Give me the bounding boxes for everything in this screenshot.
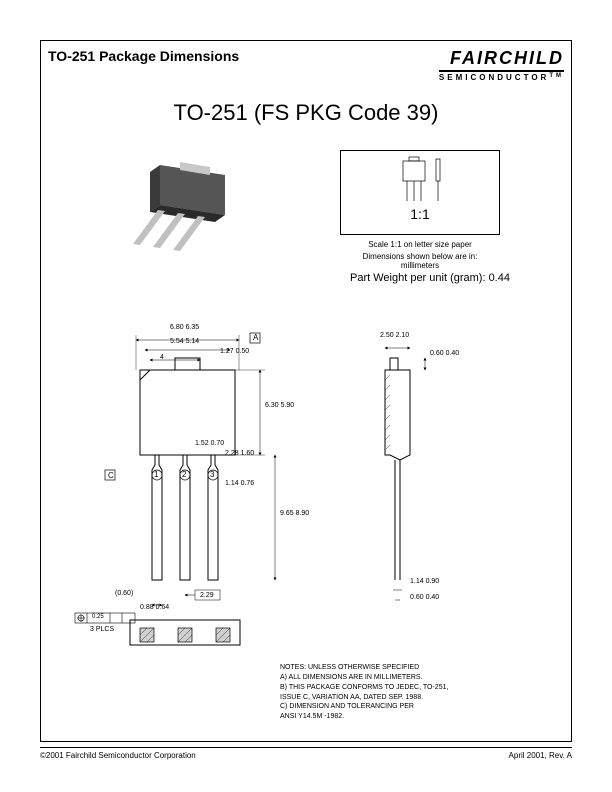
- datum-c: C: [108, 472, 114, 481]
- dim-side-lead: 1.14 0.90: [410, 578, 439, 586]
- drawing-area: 6.80 6.35 5.54 5.14 4 1.27 0.50 6.30 5.9…: [60, 300, 552, 672]
- logo-sub: SEMICONDUCTORTM: [439, 73, 564, 82]
- logo-main: FAIRCHILD: [439, 48, 564, 72]
- main-title: TO-251 (FS PKG Code 39): [0, 100, 612, 126]
- logo-sub-text: SEMICONDUCTOR: [439, 73, 549, 82]
- footer-left: ©2001 Fairchild Semiconductor Corporatio…: [40, 751, 196, 760]
- dim-width1: 6.80 6.35: [170, 324, 199, 332]
- scale-box: 1:1: [340, 150, 500, 235]
- logo: FAIRCHILD SEMICONDUCTORTM: [439, 48, 564, 82]
- dim-leadgap: 1.52 0.70: [195, 440, 224, 448]
- package-photo: [110, 150, 250, 260]
- dim-width2: 5.54 5.14: [170, 338, 199, 346]
- notes-a: A) ALL DIMENSIONS ARE IN MILLIMETERS.: [280, 673, 448, 683]
- dim-pitch: 2.29: [200, 592, 214, 600]
- dim-width3: 4: [160, 354, 164, 362]
- plcs: 3 PLCS: [90, 626, 114, 634]
- pin1: 1: [154, 471, 158, 480]
- notes-header: NOTES: UNLESS OTHERWISE SPECIFIED: [280, 663, 448, 673]
- pin2: 2: [182, 471, 186, 480]
- datum-a: A: [253, 334, 258, 343]
- footer-right: April 2001, Rev. A: [509, 751, 572, 760]
- scale-caption: Scale 1:1 on letter size paper: [340, 240, 500, 249]
- notes: NOTES: UNLESS OTHERWISE SPECIFIED A) ALL…: [280, 663, 448, 722]
- dim-offset: (0.60): [115, 590, 133, 598]
- notes-b: B) THIS PACKAGE CONFORMS TO JEDEC, TO-25…: [280, 683, 448, 703]
- header: TO-251 Package Dimensions FAIRCHILD SEMI…: [48, 48, 564, 82]
- header-title: TO-251 Package Dimensions: [48, 48, 239, 64]
- scale-caption2: Dimensions shown below are in: millimete…: [340, 252, 500, 270]
- scale-ratio: 1:1: [341, 206, 499, 222]
- notes-c: C) DIMENSION AND TOLERANCING PER ANSI Y1…: [280, 702, 448, 722]
- gdt-val: 0.25: [92, 614, 104, 621]
- dim-leadw: 0.88 0.64: [140, 604, 169, 612]
- dim-leadtip: 1.14 0.76: [225, 480, 254, 488]
- pin3: 3: [210, 471, 214, 480]
- footer-line: [40, 747, 572, 748]
- dim-side-tab: 0.60 0.40: [430, 350, 459, 358]
- dim-side-top: 2.50 2.10: [380, 332, 409, 340]
- dim-side-thick: 0.60 0.40: [410, 594, 439, 602]
- dim-bodyh: 6.30 5.90: [265, 402, 294, 410]
- dim-shoulder: 2.28 1.60: [225, 450, 254, 458]
- logo-tm: TM: [549, 73, 564, 79]
- dim-leadlen: 9.65 8.90: [280, 510, 309, 518]
- part-weight: Part Weight per unit (gram): 0.44: [330, 272, 530, 284]
- dim-tabw: 1.27 0.50: [220, 348, 249, 356]
